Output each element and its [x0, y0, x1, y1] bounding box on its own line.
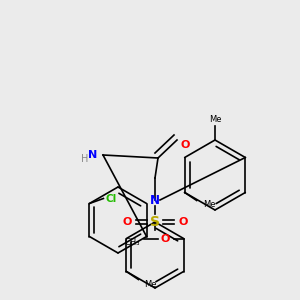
Text: S: S	[150, 215, 160, 229]
Text: O: O	[122, 217, 132, 227]
Text: N: N	[88, 150, 98, 160]
Text: O: O	[180, 140, 190, 150]
Text: Me: Me	[203, 200, 215, 209]
Text: O: O	[161, 233, 170, 244]
Text: Cl: Cl	[105, 194, 117, 203]
Text: CH₃: CH₃	[124, 238, 140, 247]
Text: Me: Me	[144, 280, 157, 289]
Text: N: N	[150, 194, 160, 206]
Text: Me: Me	[209, 116, 221, 124]
Text: H: H	[81, 154, 89, 164]
Text: O: O	[178, 217, 188, 227]
